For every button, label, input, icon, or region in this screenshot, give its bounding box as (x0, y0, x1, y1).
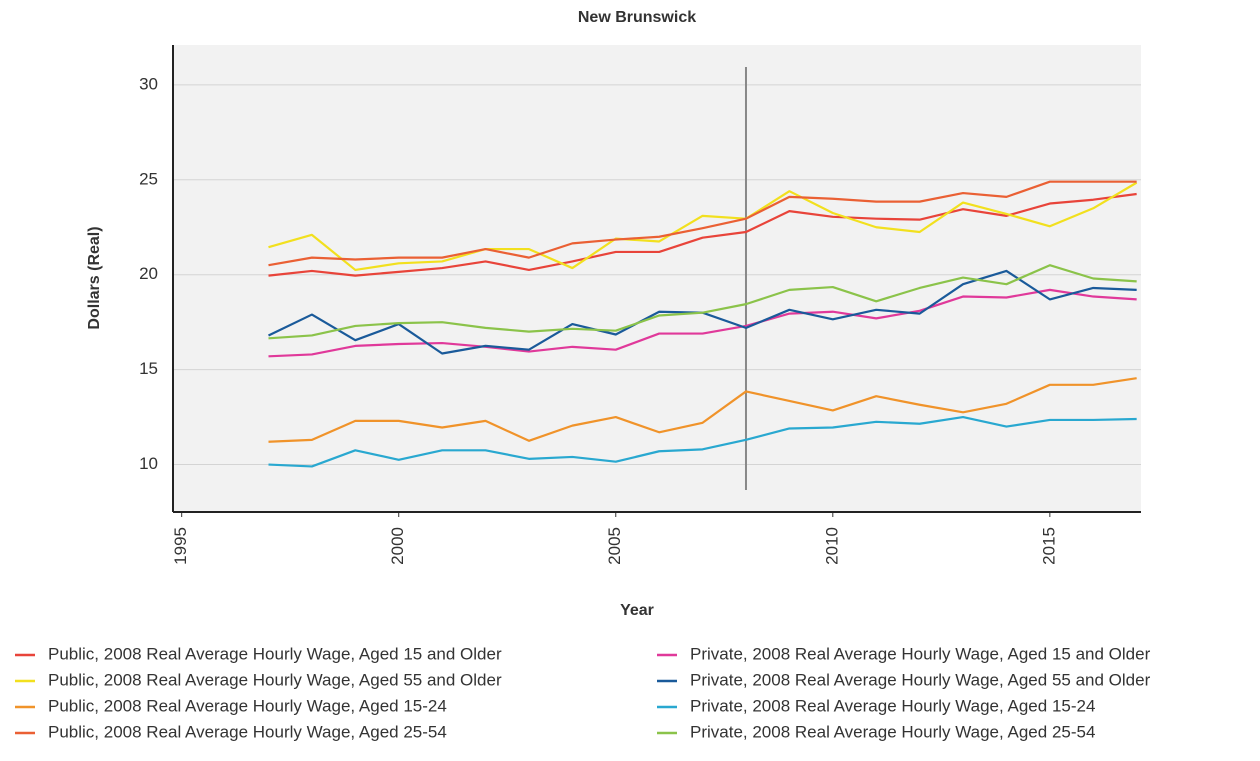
plot-background (173, 45, 1141, 512)
legend-label: Private, 2008 Real Average Hourly Wage, … (690, 670, 1151, 689)
legend-label: Private, 2008 Real Average Hourly Wage, … (690, 696, 1095, 715)
legend-label: Public, 2008 Real Average Hourly Wage, A… (48, 722, 447, 741)
x-tick-label: 1995 (171, 527, 190, 565)
y-tick-label: 30 (139, 74, 158, 93)
x-tick-label: 2010 (822, 527, 841, 565)
series-line (268, 180, 1137, 267)
series-line (268, 415, 1137, 468)
y-tick-label: 15 (139, 359, 158, 378)
legend-label: Private, 2008 Real Average Hourly Wage, … (690, 722, 1095, 741)
x-tick-label: 2015 (1039, 527, 1058, 565)
y-tick-label: 10 (139, 454, 158, 473)
y-tick-label: 20 (139, 264, 158, 283)
chart-title: New Brunswick (578, 9, 696, 26)
legend-label: Public, 2008 Real Average Hourly Wage, A… (48, 696, 447, 715)
series-line (268, 264, 1137, 340)
x-tick-label: 2005 (605, 527, 624, 565)
series-line (268, 377, 1137, 443)
y-axis-label: Dollars (Real) (86, 226, 103, 329)
legend-label: Public, 2008 Real Average Hourly Wage, A… (48, 670, 502, 689)
series-line (268, 288, 1137, 358)
series-line (268, 192, 1137, 277)
x-tick-label: 2000 (388, 527, 407, 565)
legend-label: Public, 2008 Real Average Hourly Wage, A… (48, 644, 502, 663)
y-tick-label: 25 (139, 169, 158, 188)
x-axis-label: Year (620, 602, 654, 619)
legend-label: Private, 2008 Real Average Hourly Wage, … (690, 644, 1151, 663)
series-line (268, 181, 1138, 272)
